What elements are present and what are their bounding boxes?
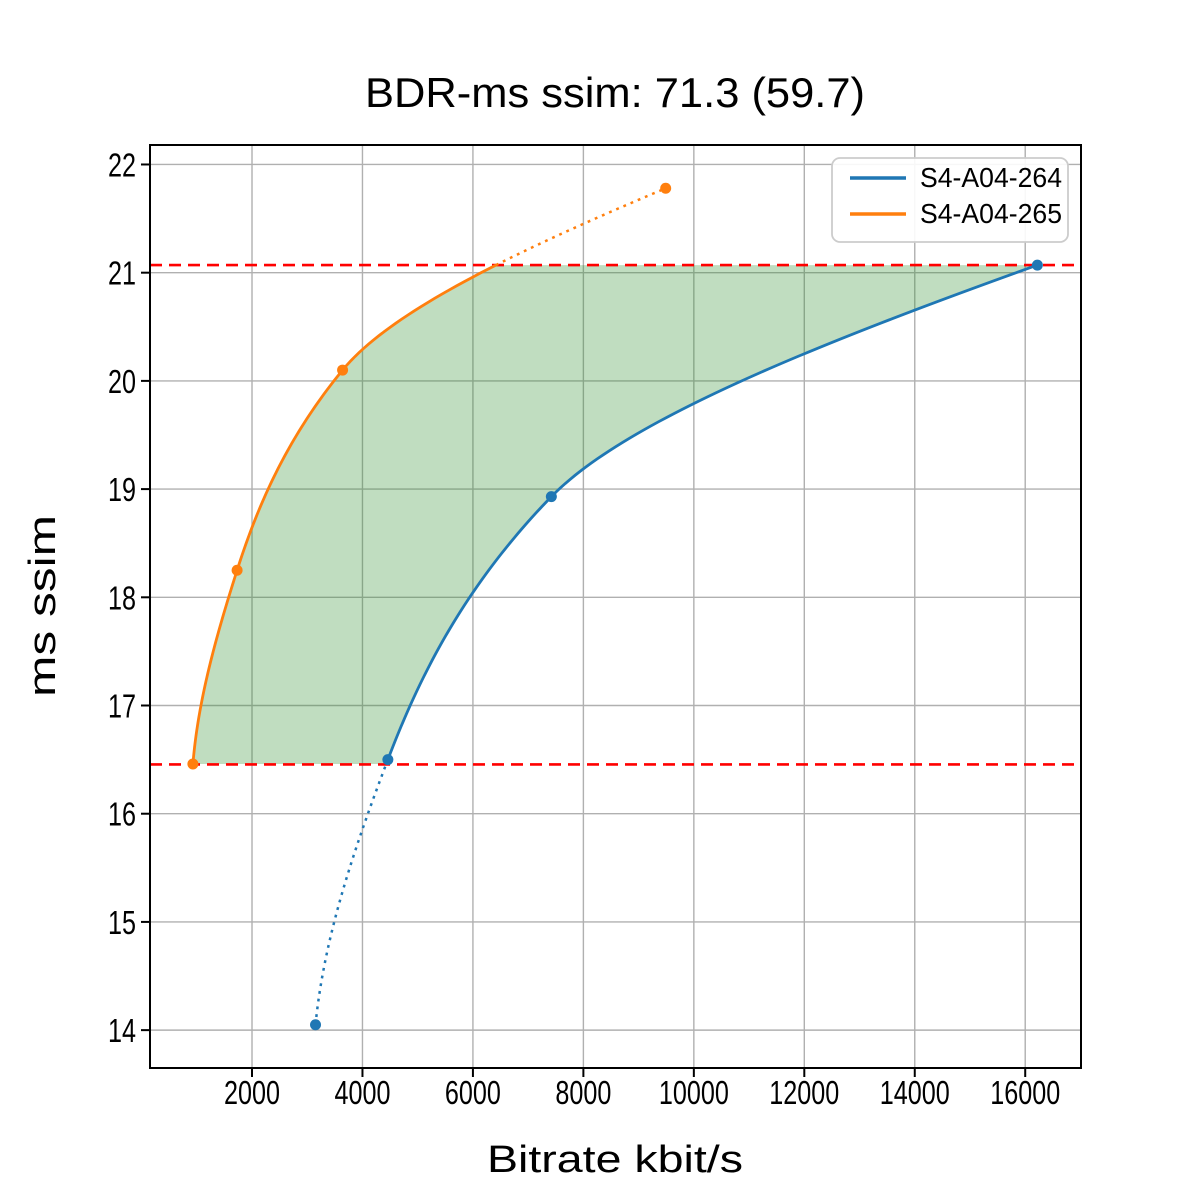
y-tick-label: 21 — [108, 255, 136, 292]
series-markers-S4-A04-264 — [310, 259, 1043, 1031]
bd-region-fill — [192, 265, 1038, 764]
legend: S4-A04-264 S4-A04-265 — [831, 157, 1069, 243]
axes: 2000 4000 6000 8000 10000 12000 14000 16000 14 15… — [108, 144, 1082, 1111]
x-tick-label: 16000 — [990, 1074, 1060, 1111]
x-tick-label: 6000 — [445, 1074, 501, 1111]
series-curve-S4-A04-264 — [314, 263, 1038, 1025]
data-point-marker — [1031, 259, 1043, 271]
tick-marks — [141, 163, 1027, 1077]
data-point-marker — [660, 182, 672, 194]
data-point-marker — [231, 564, 243, 576]
gridlines — [150, 145, 1081, 1068]
curve-solid-segment — [386, 263, 1038, 761]
data-point-marker — [382, 754, 394, 766]
chart-title: BDR-ms ssim: 71.3 (59.7) — [365, 69, 865, 116]
data-point-marker — [545, 491, 557, 503]
x-tick-label: 4000 — [334, 1074, 390, 1111]
y-tick-label: 15 — [108, 904, 136, 941]
x-axis-label: Bitrate kbit/s — [487, 1139, 743, 1181]
series-curve-S4-A04-265 — [191, 187, 667, 765]
legend-label-265: S4-A04-265 — [920, 198, 1062, 229]
axes-spines — [149, 144, 1082, 1069]
plot-area: 2000 4000 6000 8000 10000 12000 14000 16000 14 15… — [108, 144, 1082, 1111]
data-point-marker — [310, 1019, 322, 1031]
y-tick-label: 22 — [108, 146, 136, 183]
y-tick-label: 18 — [108, 579, 136, 616]
x-tick-label: 10000 — [659, 1074, 729, 1111]
x-tick-label: 2000 — [224, 1074, 280, 1111]
y-tick-label: 17 — [108, 688, 136, 725]
y-tick-label: 20 — [108, 363, 136, 400]
y-tick-label: 16 — [108, 796, 136, 833]
x-tick-label: 8000 — [555, 1074, 611, 1111]
data-point-marker — [187, 758, 199, 770]
x-tick-label: 14000 — [880, 1074, 950, 1111]
curve-dotted-segment — [314, 759, 390, 1025]
data-point-marker — [337, 364, 349, 376]
x-tick-label: 12000 — [769, 1074, 839, 1111]
curve-solid-segment — [191, 263, 497, 765]
y-tick-label: 14 — [108, 1012, 136, 1049]
curve-dotted-segment — [495, 187, 667, 267]
y-axis-label: ms ssim — [22, 515, 64, 697]
y-tick-label: 19 — [108, 471, 136, 508]
series-markers-S4-A04-265 — [187, 182, 672, 770]
legend-label-264: S4-A04-264 — [920, 162, 1062, 193]
